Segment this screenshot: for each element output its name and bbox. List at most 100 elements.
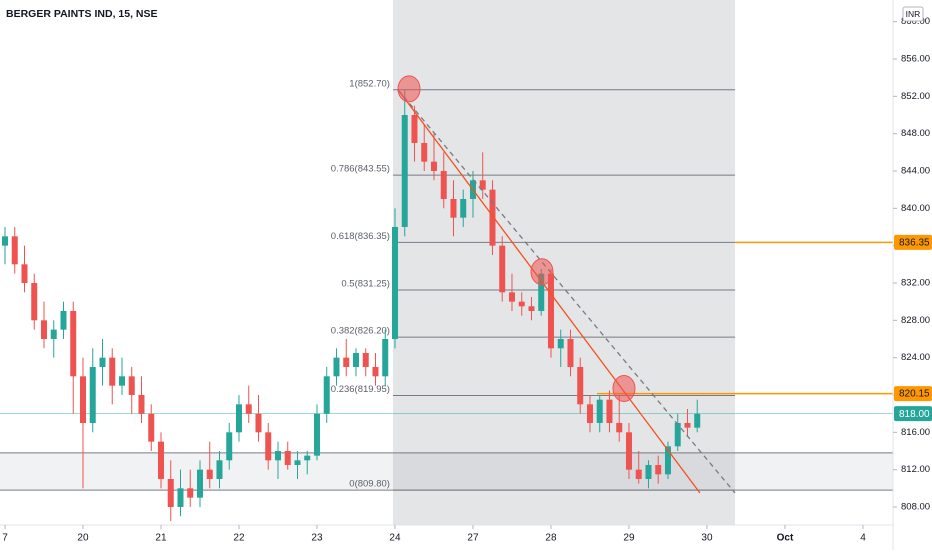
y-tick-label: 852.00 [901,91,930,102]
candle-body [528,306,535,311]
candle-body [489,189,496,246]
candle-body [352,352,359,367]
candle-body [89,366,96,423]
candle-body [138,394,145,414]
y-tick-label: 848.00 [901,128,930,139]
trendline [397,89,736,494]
price-label: 820.15 [899,389,930,400]
candle-body [50,329,57,339]
y-tick-label: 828.00 [901,315,930,326]
candle-body [499,245,506,293]
fib-label: 0(809.80) [349,479,390,490]
candle-body [479,180,486,190]
candle-body [196,469,203,498]
highlight-circle [397,75,421,103]
candle-body [460,198,467,218]
candle-body [109,357,116,386]
candle-body [216,460,223,479]
price-label-box [894,386,932,402]
candle-body [625,432,632,470]
price-label: 818.00 [899,409,930,420]
candle-body [187,488,194,498]
fib-label: 0.382(826.20) [331,326,390,337]
candle-body [235,404,242,433]
currency-label: INR [906,9,921,19]
candle-body [577,366,584,405]
y-tick-label: 824.00 [901,352,930,363]
candle-body [450,198,457,218]
x-tick-label: Oct [777,533,794,544]
candle-body [79,376,86,423]
currency-box [902,6,924,22]
candle-body [226,432,233,461]
candle-body [440,170,447,199]
candle-body [177,488,184,507]
candle-body [508,292,515,302]
x-tick-label: 28 [545,533,557,544]
chart-title: BERGER PAINTS IND, 15, NSE [6,8,158,20]
candle-body [655,464,662,475]
bottom-axis-bg [0,525,893,550]
y-tick-label: 816.00 [901,427,930,438]
y-tick-label: 832.00 [901,278,930,289]
x-tick-label: 23 [311,533,323,544]
candle-body [323,376,330,414]
y-tick-label: 844.00 [901,166,930,177]
candle-body [333,357,340,377]
candle-body [664,446,671,475]
candle-body [616,422,623,433]
candle-body [362,352,369,367]
x-tick-label: 29 [623,533,635,544]
y-tick-label: 812.00 [901,464,930,475]
candle-body [99,357,106,367]
candle-body [586,404,593,423]
candle-body [70,310,77,377]
candle-body [304,455,311,461]
fib-label: 0.236(819.95) [331,384,390,395]
candle-body [1,236,8,246]
candle-body [518,301,525,307]
x-tick-label: 24 [389,533,401,544]
fib-label: 0.5(831.25) [341,279,390,290]
x-tick-label: 27 [467,533,479,544]
y-tick-label: 860.00 [901,16,930,27]
candle-body [206,469,213,479]
y-tick-label: 856.00 [901,54,930,65]
candle-body [343,357,350,367]
x-tick-label: 22 [233,533,245,544]
candle-body [401,114,408,227]
candle-body [596,399,603,423]
x-tick-label: 4 [860,533,866,544]
fib-label: 1(852.70) [349,78,390,89]
candle-body [421,142,428,162]
price-label: 836.35 [899,238,930,249]
candle-body [411,114,418,143]
price-label-box [894,406,932,422]
candle-body [118,376,125,386]
candle-body [60,310,67,330]
candle-body [372,366,379,377]
price-label-box [894,234,932,250]
candle-body [606,399,613,423]
candle-body [635,469,642,479]
right-axis-bg [893,0,932,550]
x-tick-label: 20 [77,533,89,544]
candle-body [313,413,320,456]
candle-body [157,441,164,479]
candle-body [245,404,252,414]
candle-body [40,320,47,339]
candle-body [645,464,652,479]
candle-body [284,450,291,465]
fib-label: 0.786(843.55) [331,164,390,175]
candle-body [391,226,398,339]
candle-body [557,338,564,349]
candle-body [274,450,281,461]
candle-body [674,422,681,447]
fib-label: 0.618(836.35) [331,231,390,242]
candle-body [294,460,301,465]
x-tick-label: 7 [2,533,8,544]
fib-region [392,0,736,525]
candle-body [148,413,155,442]
candle-body [128,376,135,395]
